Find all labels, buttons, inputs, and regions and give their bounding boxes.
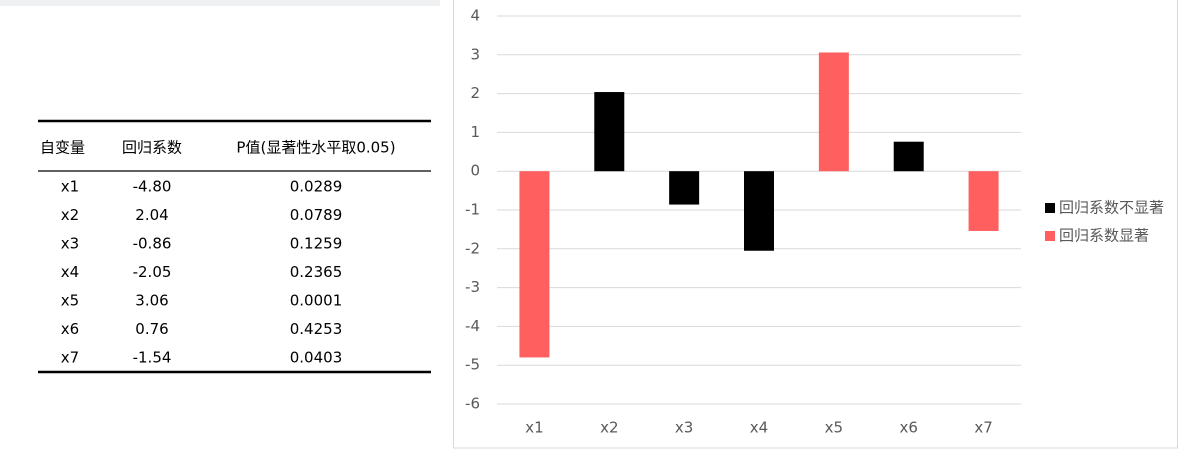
bar (968, 171, 999, 231)
y-tick-label: -2 (465, 239, 480, 257)
table-header: 回归系数 (122, 139, 182, 157)
y-tick-label: 0 (470, 162, 480, 180)
chart-frame (453, 0, 1178, 449)
table-cell: -1.54 (133, 349, 172, 367)
legend-label: 回归系数不显著 (1059, 199, 1164, 217)
x-tick-label: x3 (675, 419, 693, 437)
table-header: P值(显著性水平取0.05) (236, 139, 395, 157)
table-cell: -2.05 (133, 263, 172, 281)
legend-label: 回归系数显著 (1059, 227, 1149, 245)
table-cell: 2.04 (135, 206, 168, 224)
table-cell: x5 (61, 292, 79, 310)
x-tick-label: x1 (525, 419, 543, 437)
table-cell: 0.0001 (290, 292, 343, 310)
bar (669, 171, 700, 205)
bar (594, 92, 625, 172)
bar (519, 171, 550, 358)
table-cell: 0.0789 (290, 206, 343, 224)
y-tick-label: 3 (470, 45, 480, 63)
y-tick-label: 4 (470, 7, 480, 25)
table-header: 自变量 (40, 139, 85, 157)
y-tick-label: -4 (465, 317, 480, 335)
bar (893, 141, 924, 172)
table-cell: x2 (61, 206, 79, 224)
x-tick-label: x6 (900, 419, 918, 437)
top-strip (0, 0, 440, 6)
x-tick-label: x4 (750, 419, 768, 437)
table-cell: x4 (61, 263, 79, 281)
legend-swatch (1045, 203, 1055, 213)
table-cell: x1 (61, 178, 79, 196)
table-cell: 3.06 (135, 292, 168, 310)
table-cell: 0.1259 (290, 235, 343, 253)
table-cell: 0.4253 (290, 320, 343, 338)
bar (744, 171, 774, 251)
table-cell: x7 (61, 349, 79, 367)
legend-swatch (1045, 231, 1055, 241)
y-tick-label: -1 (465, 201, 480, 219)
table-cell: 0.2365 (290, 263, 343, 281)
table-cell: 0.76 (135, 320, 168, 338)
y-tick-label: -5 (465, 356, 480, 374)
table-cell: x6 (61, 320, 79, 338)
table-cell: -0.86 (133, 235, 172, 253)
y-tick-label: -6 (465, 395, 480, 413)
table-cell: 0.0403 (290, 349, 343, 367)
table-cell: -4.80 (133, 178, 172, 196)
y-tick-label: 2 (470, 84, 480, 102)
table-cell: x3 (61, 235, 79, 253)
y-tick-label: 1 (470, 123, 480, 141)
x-tick-label: x2 (600, 419, 618, 437)
y-tick-label: -3 (465, 278, 480, 296)
table-cell: 0.0289 (290, 178, 343, 196)
x-tick-label: x5 (825, 419, 843, 437)
x-tick-label: x7 (974, 419, 992, 437)
bar (818, 52, 849, 172)
